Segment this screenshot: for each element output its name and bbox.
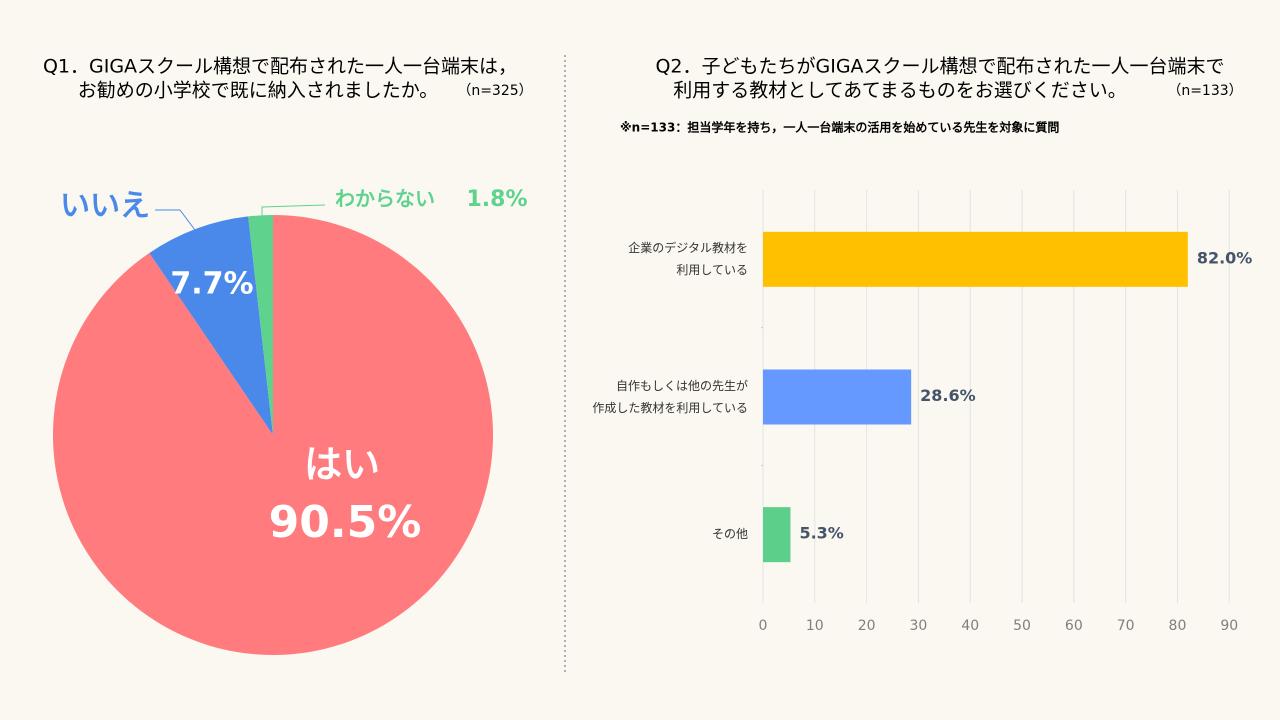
x-tick-label: 70 xyxy=(1117,618,1135,634)
q2-title: 利用する教材としてあてまるものをお選びください。 xyxy=(673,80,1127,102)
value-label: 5.3% xyxy=(799,524,843,543)
category-label: はい xyxy=(304,443,380,487)
bar xyxy=(763,231,1188,287)
leader-line xyxy=(261,204,326,216)
q1-note: （n=325） xyxy=(457,83,532,99)
x-tick-label: 50 xyxy=(1013,618,1031,634)
x-tick-label: 40 xyxy=(961,618,979,634)
q2-note: （n=133） xyxy=(1167,83,1242,99)
x-tick-label: 60 xyxy=(1065,618,1083,634)
value-label: 28.6% xyxy=(920,386,976,405)
bar xyxy=(763,507,791,563)
q2-title: Q2．子どもたちがGIGAスクール構想で配布された一人一台端末で xyxy=(655,56,1224,78)
category-label: 企業のデジタル教材を 利用している xyxy=(628,240,748,277)
x-tick-label: 20 xyxy=(858,618,876,634)
x-tick-label: 0 xyxy=(759,618,768,634)
value-label: 1.8% xyxy=(466,187,527,212)
pie-slice xyxy=(248,215,273,435)
category-label: 自作もしくは他の先生が 作成した教材を利用している xyxy=(592,378,748,415)
x-tick-label: 10 xyxy=(806,618,824,634)
value-label: 82.0% xyxy=(1197,248,1253,267)
pie-slice xyxy=(53,215,493,656)
category-label: その他 xyxy=(711,527,748,542)
category-label: わからない xyxy=(335,187,435,211)
x-tick-label: 90 xyxy=(1220,618,1238,634)
value-label: 90.5% xyxy=(269,497,422,548)
pie-slice xyxy=(149,216,273,435)
category-label: いいえ xyxy=(60,189,150,224)
leader-line xyxy=(155,209,196,231)
value-label: 7.7% xyxy=(170,267,253,302)
x-tick-label: 80 xyxy=(1169,618,1187,634)
x-tick-label: 30 xyxy=(910,618,928,634)
bar xyxy=(763,369,912,425)
q1-title: お勧めの小学校で既に納入されましたか。 xyxy=(78,80,439,102)
q1-title: Q1．GIGAスクール構想で配布された一人一台端末は， xyxy=(43,56,517,78)
q2-subtitle: ※n=133：担当学年を持ち，一人一台端末の活用を始めている先生を対象に質問 xyxy=(620,120,1059,135)
